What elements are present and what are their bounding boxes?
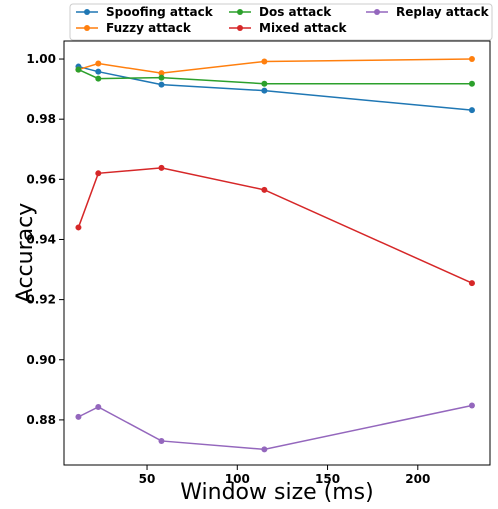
data-point (468, 107, 475, 114)
y-tick-label: 0.98 (26, 112, 56, 126)
series-4 (75, 402, 475, 453)
legend-label: Fuzzy attack (106, 21, 192, 35)
data-point (261, 58, 268, 65)
data-point (75, 224, 82, 231)
y-tick-label: 0.90 (26, 353, 56, 367)
legend-item: Replay attack (366, 5, 490, 19)
series-layer (75, 56, 475, 453)
legend-swatch-marker (84, 9, 90, 15)
x-tick-label: 100 (225, 472, 250, 486)
legend-swatch-marker (237, 9, 243, 15)
series-line (78, 68, 472, 85)
data-point (158, 437, 165, 444)
plot-area (63, 40, 491, 466)
legend-label: Spoofing attack (106, 5, 214, 19)
data-point (95, 75, 102, 82)
data-point (261, 186, 268, 193)
series-0 (75, 63, 475, 114)
series-line (78, 404, 473, 451)
legend-item: Mixed attack (229, 21, 347, 35)
y-axis: 0.88 0.90 0.92 0.94 0.96 0.98 1.00 (26, 52, 64, 427)
data-point (158, 81, 165, 88)
x-axis: 50 100 150 200 (139, 465, 430, 486)
y-tick-label: 0.92 (26, 293, 56, 307)
legend-label: Mixed attack (259, 21, 347, 35)
series-3 (75, 164, 475, 287)
data-point (468, 280, 475, 287)
legend-swatch-marker (237, 25, 243, 31)
legend-item: Dos attack (229, 5, 332, 19)
series-line (78, 58, 472, 74)
legend-swatch-marker (374, 9, 380, 15)
legend-swatch-marker (84, 25, 90, 31)
plot-frame (63, 40, 491, 466)
data-point (261, 80, 268, 87)
data-point (158, 70, 165, 77)
data-point (75, 66, 82, 73)
x-tick-label: 150 (315, 472, 340, 486)
data-point (468, 402, 475, 409)
y-tick-label: 1.00 (26, 52, 56, 66)
legend-label: Dos attack (259, 5, 332, 19)
data-point (261, 87, 268, 94)
series-1 (75, 56, 475, 77)
data-point (95, 68, 102, 75)
data-point (95, 170, 102, 177)
legend: Spoofing attack Fuzzy attack Dos attack Mix… (69, 3, 493, 41)
data-point (95, 403, 102, 410)
data-point (158, 164, 165, 171)
series-2 (75, 66, 475, 87)
y-axis-title: Accuracy (13, 203, 38, 303)
x-axis-title: Window size (ms) (180, 480, 373, 505)
data-point (158, 74, 165, 81)
legend-box (69, 3, 493, 41)
y-tick-label: 0.88 (26, 413, 56, 427)
data-point (468, 56, 475, 63)
x-tick-label: 50 (139, 472, 156, 486)
legend-label: Replay attack (396, 5, 490, 19)
data-point (468, 80, 475, 87)
legend-item: Spoofing attack (76, 5, 214, 19)
legend-item: Fuzzy attack (76, 21, 192, 35)
data-point (95, 60, 102, 67)
series-line (78, 65, 473, 111)
series-line (77, 167, 473, 284)
y-tick-label: 0.96 (26, 172, 56, 186)
data-point (75, 413, 82, 420)
data-point (261, 446, 268, 453)
y-tick-label: 0.94 (26, 232, 56, 246)
x-tick-label: 200 (405, 472, 430, 486)
